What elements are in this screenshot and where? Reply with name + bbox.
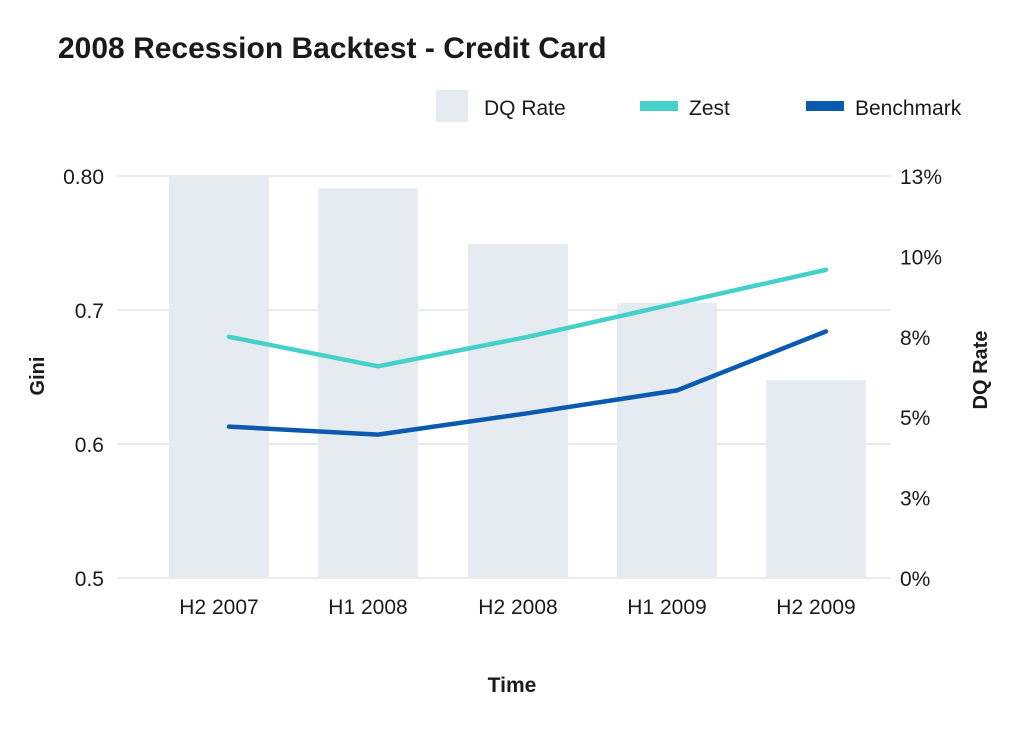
series-line-benchmark xyxy=(226,329,829,437)
x-axis-label: Time xyxy=(488,674,537,697)
right-tick-label-3: 8% xyxy=(900,327,930,350)
right-tick-label-4: 10% xyxy=(900,246,942,269)
legend: DQ Rate Zest Benchmark xyxy=(436,90,962,122)
x-tick-label-0: H2 2007 xyxy=(179,596,258,619)
bar-dq-rate-0 xyxy=(169,176,269,578)
bar-dq-rate-1 xyxy=(318,188,418,578)
x-tick-label-2: H2 2008 xyxy=(478,596,557,619)
left-tick-label-1: 0.6 xyxy=(75,434,104,457)
x-tick-label-4: H2 2009 xyxy=(776,596,855,619)
x-axis-ticks: H2 2007 H1 2008 H2 2008 H1 2009 H2 2009 xyxy=(179,596,855,619)
bar-dq-rate-4 xyxy=(766,380,866,578)
chart-title: 2008 Recession Backtest - Credit Card xyxy=(58,32,607,65)
y-axis-right-label: DQ Rate xyxy=(970,331,992,410)
bar-dq-rate-3 xyxy=(617,302,717,578)
left-tick-label-0: 0.5 xyxy=(75,568,104,591)
x-tick-label-3: H1 2009 xyxy=(627,596,706,619)
left-axis-ticks: 0.5 0.6 0.7 0.80 xyxy=(63,166,104,591)
legend-label-benchmark: Benchmark xyxy=(855,97,962,120)
legend-swatch-zest xyxy=(640,101,678,111)
lines xyxy=(226,267,829,437)
bars xyxy=(169,176,866,578)
right-tick-label-0: 0% xyxy=(900,568,930,591)
legend-label-zest: Zest xyxy=(689,97,730,120)
legend-label-dq-rate: DQ Rate xyxy=(484,97,566,120)
x-tick-label-1: H1 2008 xyxy=(328,596,407,619)
series-line-zest xyxy=(226,267,829,369)
left-tick-label-3: 0.80 xyxy=(63,166,104,189)
right-tick-label-2: 5% xyxy=(900,407,930,430)
legend-swatch-dq-rate xyxy=(436,90,468,122)
right-tick-label-1: 3% xyxy=(900,488,930,511)
right-axis-ticks: 0% 3% 5% 8% 10% 13% xyxy=(900,166,942,591)
right-tick-label-5: 13% xyxy=(900,166,942,189)
y-axis-left-label: Gini xyxy=(27,357,49,396)
legend-swatch-benchmark xyxy=(806,101,844,111)
left-tick-label-2: 0.7 xyxy=(75,300,104,323)
